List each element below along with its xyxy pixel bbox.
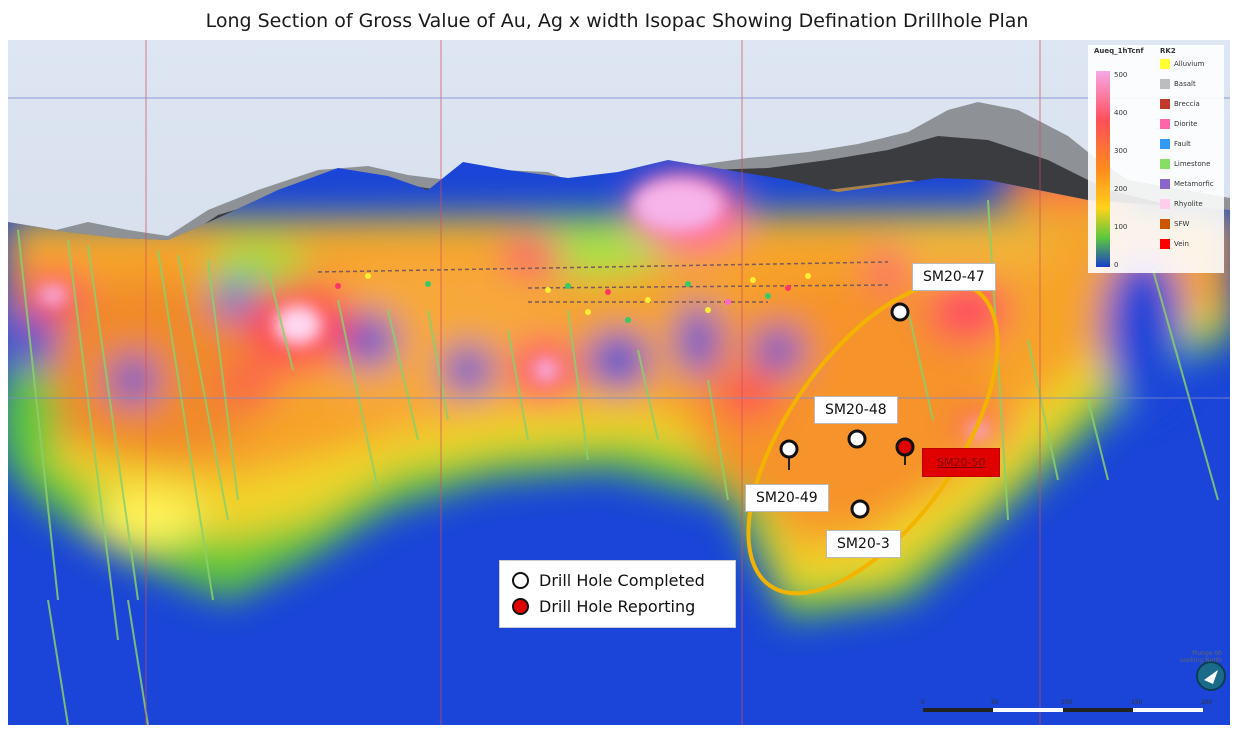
legend-rock-label: Rhyolite <box>1174 200 1203 208</box>
legend-rock-swatch <box>1160 239 1170 249</box>
legend-rock-swatch <box>1160 59 1170 69</box>
scale-bar-tick-label: 0 <box>921 699 925 706</box>
isopac-section-svg <box>8 40 1230 726</box>
drill-hole-label-sm20-50: SM20-50 <box>922 448 1001 477</box>
legend-rock-label: Diorite <box>1174 120 1198 128</box>
legend-scale-tick: 300 <box>1114 147 1128 155</box>
legend-rock-label: SFW <box>1174 220 1190 228</box>
legend-rock-item: Limestone <box>1160 159 1210 169</box>
legend-rock-label: Basalt <box>1174 80 1196 88</box>
legend-rock-swatch <box>1160 79 1170 89</box>
scale-bar-tick-label: 200 <box>1201 699 1213 706</box>
scale-bar-tick-label: 100 <box>1061 699 1073 706</box>
drill-hole-sm20-49-marker <box>779 439 799 459</box>
legend-scale-tick: 200 <box>1114 185 1128 193</box>
legend-rock-swatch <box>1160 159 1170 169</box>
map-legend: Aueq_1hTcnf RK2 500 400 300 200 100 0 Alluviu… <box>1088 45 1224 273</box>
legend-scale-tick: 100 <box>1114 223 1128 231</box>
legend-scale-title: Aueq_1hTcnf <box>1094 47 1144 55</box>
legend-rock-label: Breccia <box>1174 100 1200 108</box>
legend-rock-title: RK2 <box>1160 47 1176 55</box>
legend-scale-ticks: 500 400 300 200 100 0 <box>1114 71 1144 269</box>
legend-rock-label: Fault <box>1174 140 1191 148</box>
key-row-reporting: Drill Hole Reporting <box>512 595 695 617</box>
drill-hole-sm20-3-marker <box>850 499 870 519</box>
legend-rock-label: Alluvium <box>1174 60 1205 68</box>
legend-rock-item: Breccia <box>1160 99 1200 109</box>
legend-scale-tick: 0 <box>1114 261 1119 269</box>
drill-hole-label-sm20-3: SM20-3 <box>826 530 901 558</box>
legend-rock-label: Metamorfic <box>1174 180 1214 188</box>
legend-rock-item: Diorite <box>1160 119 1198 129</box>
legend-rock-label: Vein <box>1174 240 1189 248</box>
legend-rock-label: Limestone <box>1174 160 1211 168</box>
compass-icon <box>1196 661 1226 691</box>
key-row-completed: Drill Hole Completed <box>512 569 705 591</box>
legend-rock-swatch <box>1160 119 1170 129</box>
legend-scale-tick: 500 <box>1114 71 1128 79</box>
legend-color-ramp <box>1096 71 1110 267</box>
drill-hole-key: Drill Hole Completed Drill Hole Reportin… <box>499 560 736 628</box>
drill-hole-label-sm20-47: SM20-47 <box>912 263 996 291</box>
view-note: Plunge 00 Looking North <box>1179 650 1222 664</box>
completed-dot-icon <box>512 571 529 589</box>
drill-hole-sm20-50-marker <box>895 437 915 457</box>
reporting-dot-icon <box>512 597 529 615</box>
key-reporting-label: Drill Hole Reporting <box>539 596 696 616</box>
legend-rock-swatch <box>1160 219 1170 229</box>
legend-rock-swatch <box>1160 199 1170 209</box>
key-completed-label: Drill Hole Completed <box>539 570 705 590</box>
map-title: Long Section of Gross Value of Au, Ag x … <box>205 10 1029 32</box>
legend-rock-swatch <box>1160 99 1170 109</box>
long-section-map <box>8 40 1230 726</box>
drill-hole-sm20-48-marker <box>847 429 867 449</box>
legend-rock-item: SFW <box>1160 219 1189 229</box>
legend-rock-item: Fault <box>1160 139 1191 149</box>
legend-rock-item: Metamorfic <box>1160 179 1214 189</box>
legend-rock-swatch <box>1160 179 1170 189</box>
legend-rock-item: Basalt <box>1160 79 1196 89</box>
drill-hole-label-sm20-48: SM20-48 <box>814 396 898 424</box>
legend-scale-tick: 400 <box>1114 109 1128 117</box>
scale-bar-tick-label: 50 <box>991 699 999 706</box>
legend-rock-swatch <box>1160 139 1170 149</box>
scale-bar <box>923 708 1203 712</box>
scale-bar-tick-label: 150 <box>1131 699 1143 706</box>
drill-hole-markers <box>779 302 915 519</box>
legend-rock-item: Vein <box>1160 239 1189 249</box>
drill-hole-sm20-47-marker <box>890 302 910 322</box>
drill-hole-label-sm20-49: SM20-49 <box>745 484 829 512</box>
legend-rock-item: Alluvium <box>1160 59 1204 69</box>
legend-rock-item: Rhyolite <box>1160 199 1203 209</box>
